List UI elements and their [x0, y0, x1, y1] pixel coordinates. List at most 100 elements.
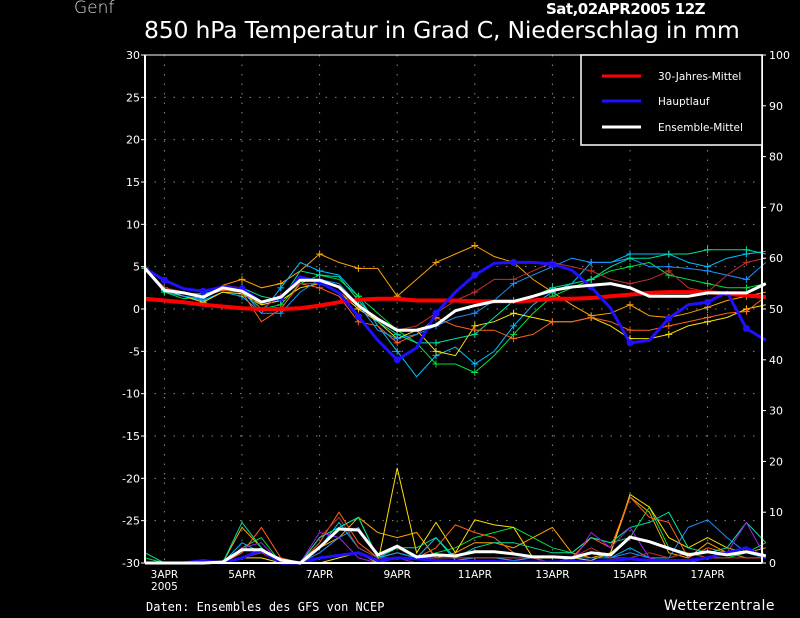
temp-member-marker — [471, 288, 479, 296]
x-tick-label: 15APR — [613, 569, 647, 581]
precip-main-run-line — [145, 546, 767, 565]
x-tick-label: 11APR — [458, 569, 492, 581]
temp-member-marker — [354, 264, 362, 272]
station-name: Genf — [74, 0, 115, 18]
main-run-marker — [393, 356, 401, 364]
temp-member-marker — [471, 242, 479, 249]
x-tick-label: 3APR — [151, 569, 179, 581]
main-run-marker — [665, 314, 673, 322]
temp-member-marker — [393, 330, 401, 338]
temp-member-marker — [510, 275, 518, 283]
main-run-marker — [704, 298, 712, 306]
main-run-marker — [510, 258, 518, 266]
y-right-tick-label: 90 — [769, 100, 783, 113]
main-run-marker — [626, 339, 634, 347]
climate-mean-line — [144, 290, 766, 311]
precip-member-line-5 — [145, 496, 766, 564]
y-right-tick-label: 0 — [769, 557, 776, 570]
temp-member-marker — [587, 313, 595, 321]
y-left-tick-label: 0 — [133, 303, 140, 316]
temp-member-marker — [742, 284, 750, 292]
temp-member-marker — [665, 267, 673, 275]
y-right-tick-label: 30 — [769, 405, 783, 418]
y-right-tick-label: 20 — [769, 455, 783, 468]
main-run-marker — [471, 271, 479, 279]
temp-member-marker — [626, 326, 634, 334]
x-tick-label: 17APR — [691, 569, 725, 581]
temp-member-marker — [626, 301, 634, 309]
temp-member-marker — [432, 339, 440, 347]
temp-member-marker — [626, 280, 634, 288]
temp-member-marker — [704, 246, 712, 254]
temp-member-marker — [432, 258, 440, 266]
precip-ensemble-mean-line — [145, 527, 767, 565]
x-tick-label: 7APR — [306, 569, 334, 581]
x-tick-sublabel: 2005 — [151, 581, 178, 593]
temp-member-marker — [393, 347, 401, 355]
main-run-marker — [548, 260, 556, 268]
temp-member-marker — [238, 275, 246, 283]
temp-member-marker — [742, 275, 750, 283]
main-run-marker — [432, 309, 440, 317]
legend-label-main-run: Hauptlauf — [658, 96, 710, 108]
temp-member-marker — [587, 275, 595, 283]
temp-member-marker — [510, 322, 518, 330]
ensemble-mean-line — [143, 267, 767, 332]
main-run-marker — [742, 324, 750, 332]
y-left-tick-label: 10 — [126, 218, 140, 231]
y-left-tick-label: -15 — [122, 430, 140, 443]
y-right-tick-label: 10 — [769, 506, 783, 519]
temp-member-marker — [704, 280, 712, 288]
temp-member-marker — [742, 258, 750, 266]
legend: 30-Jahres-Mittel Hauptlauf Ensemble-Mitt… — [580, 54, 763, 146]
temperature-series — [141, 242, 767, 378]
temp-member-marker — [742, 308, 750, 316]
y-right-tick-label: 70 — [769, 201, 783, 214]
temp-member-marker — [510, 309, 518, 317]
temp-member-marker — [471, 360, 479, 368]
temp-member-marker — [471, 309, 479, 317]
y-left-tick-label: 5 — [133, 261, 140, 274]
legend-label-ensemble-mean: Ensemble-Mittel — [658, 122, 743, 134]
temp-member-marker — [742, 246, 750, 254]
legend-label-climate: 30-Jahres-Mittel — [658, 71, 741, 83]
temp-member-line — [144, 268, 767, 344]
temp-member-6 — [141, 254, 767, 343]
y-right-tick-label: 60 — [769, 252, 783, 265]
temp-member-marker — [587, 258, 595, 266]
temp-member-line — [144, 257, 767, 340]
temp-member-marker — [432, 360, 440, 368]
y-left-tick-label: -30 — [122, 557, 140, 570]
temp-member-line — [144, 249, 766, 344]
y-left-tick-label: 25 — [126, 91, 140, 104]
temp-member-marker — [510, 335, 518, 343]
y-left-tick-label: 20 — [126, 134, 140, 147]
chart-title: 850 hPa Temperatur in Grad C, Niederschl… — [144, 16, 740, 44]
main-run-marker — [354, 313, 362, 321]
temp-member-marker — [587, 267, 595, 275]
temp-member-marker — [277, 284, 285, 292]
temp-member-marker — [704, 267, 712, 275]
x-tick-label: 9APR — [383, 569, 411, 581]
brand: Wetterzentrale — [663, 598, 775, 614]
y-left-tick-label: 15 — [126, 176, 140, 189]
temp-member-marker — [471, 369, 479, 376]
precip-member-line-8 — [144, 511, 767, 564]
temp-member-marker — [665, 322, 673, 330]
temp-member-marker — [316, 250, 324, 258]
precipitation-series — [144, 467, 767, 565]
y-left-tick-label: -5 — [129, 345, 140, 358]
y-right-tick-label: 50 — [769, 303, 783, 316]
y-left-tick-label: -10 — [122, 388, 140, 401]
temp-member-marker — [626, 263, 634, 271]
y-left-tick-label: -20 — [122, 472, 140, 485]
temp-member-line — [144, 244, 766, 319]
y-left-tick-label: 30 — [126, 49, 140, 62]
temp-member-marker — [316, 271, 324, 279]
x-tick-label: 13APR — [535, 569, 569, 581]
run-timestamp: Sat,02APR2005 12Z — [546, 0, 706, 18]
temp-member-marker — [471, 330, 479, 338]
temp-member-marker — [704, 313, 712, 321]
main-run-marker — [160, 276, 168, 284]
